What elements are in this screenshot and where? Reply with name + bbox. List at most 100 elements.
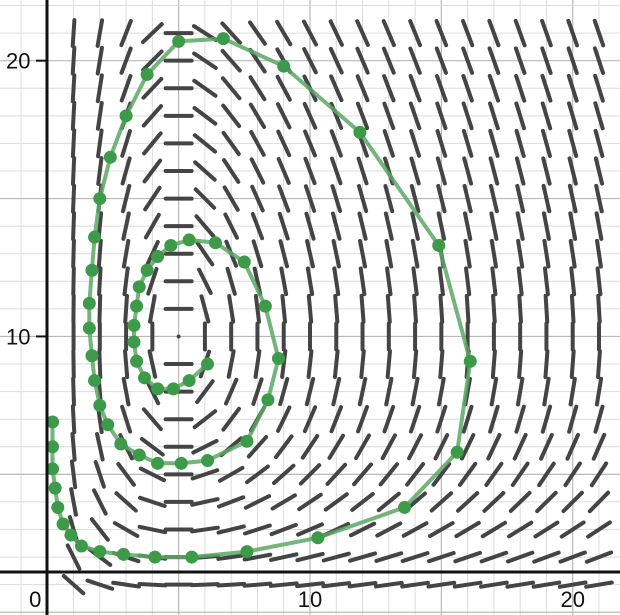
slope-segment bbox=[461, 73, 474, 103]
slope-segment bbox=[539, 432, 554, 461]
slope-segment bbox=[277, 184, 291, 213]
slope-segment bbox=[462, 183, 473, 214]
slope-segment bbox=[248, 75, 267, 102]
slope-segment bbox=[192, 78, 218, 98]
slope-segment bbox=[305, 239, 315, 269]
slope-segment bbox=[220, 76, 242, 101]
slope-segment bbox=[92, 488, 108, 516]
slope-segment bbox=[543, 293, 550, 324]
slope-segment bbox=[121, 211, 131, 241]
slope-segment bbox=[253, 293, 262, 324]
slope-segment bbox=[220, 48, 242, 73]
slope-segment bbox=[383, 211, 394, 241]
trajectory-point bbox=[101, 418, 115, 432]
slope-segment bbox=[375, 521, 403, 538]
slope-segment bbox=[330, 211, 342, 241]
slope-segment bbox=[85, 578, 115, 591]
slope-segment bbox=[359, 349, 366, 379]
trajectory-point bbox=[132, 280, 146, 294]
trajectory-point bbox=[277, 59, 291, 73]
slope-segment bbox=[407, 433, 424, 461]
slope-segment bbox=[280, 293, 288, 324]
slope-segment bbox=[507, 520, 534, 539]
slope-segment bbox=[120, 183, 132, 214]
slope-segment bbox=[355, 46, 370, 75]
slope-segment bbox=[195, 379, 215, 405]
slope-segment bbox=[592, 18, 606, 48]
trajectory-point bbox=[261, 393, 275, 407]
slope-segment bbox=[411, 349, 419, 379]
slope-segment bbox=[463, 238, 472, 269]
slope-segment bbox=[220, 21, 242, 45]
slope-segment bbox=[329, 74, 344, 103]
trajectory-point bbox=[130, 299, 144, 313]
slope-segment bbox=[460, 18, 475, 48]
trajectory-point bbox=[182, 374, 196, 388]
trajectory-line bbox=[50, 36, 473, 560]
slope-segment bbox=[435, 74, 448, 103]
slope-segment bbox=[111, 580, 141, 589]
slope-segment bbox=[593, 73, 605, 103]
slope-segment bbox=[225, 266, 237, 296]
slope-segment bbox=[381, 46, 396, 75]
slope-segment bbox=[382, 101, 396, 131]
slope-segment bbox=[456, 491, 480, 513]
slope-segment bbox=[541, 183, 552, 214]
slope-segment bbox=[400, 551, 430, 564]
slope-segment bbox=[217, 495, 246, 509]
slope-segment bbox=[95, 100, 104, 131]
slope-segment bbox=[491, 293, 497, 324]
slope-segment bbox=[376, 491, 401, 513]
slope-segment bbox=[586, 520, 612, 539]
slope-segment bbox=[514, 404, 526, 434]
slope-segment bbox=[193, 160, 217, 182]
slope-segment bbox=[595, 266, 603, 297]
slope-segment bbox=[584, 580, 614, 589]
slope-segment bbox=[195, 241, 215, 267]
slope-segment bbox=[487, 46, 501, 75]
slope-segment bbox=[192, 106, 218, 126]
slope-segment bbox=[96, 128, 104, 159]
slope-segment bbox=[298, 463, 322, 486]
slope-segment bbox=[97, 266, 103, 297]
trajectory-point bbox=[151, 382, 165, 396]
slope-segment bbox=[143, 212, 161, 240]
trajectory-point bbox=[46, 440, 60, 454]
slope-segment bbox=[354, 433, 371, 461]
slope-segment bbox=[594, 376, 604, 407]
slope-segment bbox=[569, 266, 577, 297]
slope-segment bbox=[378, 462, 400, 487]
slope-segment bbox=[409, 129, 422, 158]
slope-segment bbox=[401, 521, 429, 538]
slope-segment bbox=[70, 156, 77, 186]
slope-segment bbox=[190, 525, 220, 534]
slope-segment bbox=[517, 293, 523, 324]
trajectory-point bbox=[311, 531, 325, 545]
slope-segment bbox=[96, 238, 103, 269]
trajectory-point bbox=[201, 357, 215, 371]
slope-segment bbox=[594, 183, 604, 214]
slope-segment bbox=[464, 293, 471, 324]
slope-segment bbox=[304, 377, 316, 407]
slope-segment bbox=[567, 404, 579, 434]
slope-segment bbox=[593, 156, 605, 186]
slope-segment bbox=[488, 128, 500, 158]
slope-segment bbox=[567, 128, 579, 158]
trajectory-point bbox=[64, 528, 78, 542]
slope-segment bbox=[330, 184, 343, 213]
slope-segment bbox=[348, 551, 378, 563]
slope-segment bbox=[277, 211, 290, 241]
trajectory-point bbox=[166, 382, 180, 396]
trajectory-point bbox=[51, 500, 65, 514]
slope-segment bbox=[593, 101, 605, 131]
slope-segment bbox=[383, 184, 395, 214]
slope-segment bbox=[543, 349, 550, 379]
slope-segment bbox=[434, 18, 449, 48]
slope-segment bbox=[411, 266, 419, 297]
slope-segment bbox=[273, 434, 294, 460]
slope-segment bbox=[561, 490, 584, 514]
trajectory-point bbox=[140, 67, 154, 81]
slope-segment bbox=[517, 349, 524, 379]
slope-segment bbox=[189, 582, 220, 588]
slope-segment bbox=[70, 73, 77, 104]
